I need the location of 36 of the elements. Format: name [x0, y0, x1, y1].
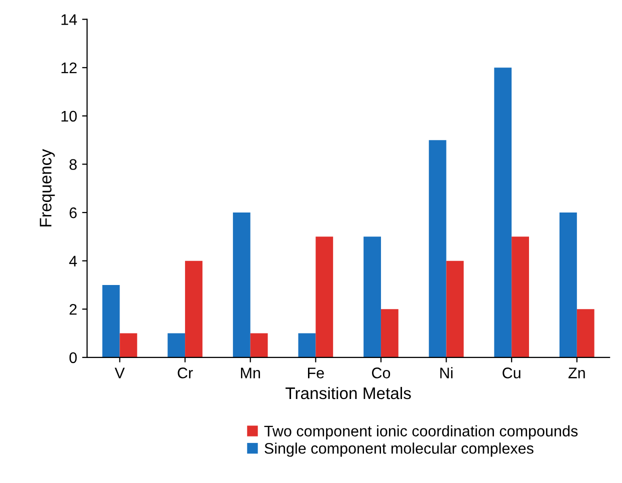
bar — [428, 140, 446, 358]
y-tick-label: 6 — [70, 207, 77, 218]
y-tick-label: 8 — [70, 159, 77, 170]
bar — [120, 333, 138, 358]
bar — [102, 284, 120, 358]
x-axis-title: Transition Metals — [286, 386, 411, 400]
bar — [298, 333, 316, 358]
bar — [168, 333, 186, 358]
x-tick-label: V — [114, 368, 125, 378]
bar — [380, 309, 398, 358]
bar — [512, 236, 530, 358]
y-tick-label: 0 — [69, 352, 77, 364]
y-tick-label: 10 — [62, 110, 77, 122]
bar — [576, 309, 594, 358]
x-tick-label: Cr — [178, 368, 193, 378]
bar — [250, 333, 268, 358]
y-tick-label: 12 — [62, 62, 77, 74]
x-tick-label: Co — [372, 368, 390, 378]
y-tick-label: 4 — [69, 256, 77, 266]
bar — [232, 212, 250, 358]
x-tick-label: Mn — [240, 368, 260, 378]
bar — [559, 212, 577, 358]
legend-label: Two component ionic coordination compounds — [264, 425, 578, 440]
x-tick-label: Cu — [502, 368, 520, 378]
x-tick-label: Fe — [308, 368, 324, 378]
x-tick-label: Zn — [568, 368, 585, 378]
y-axis-title: Frequency — [40, 149, 55, 226]
y-tick-label: 14 — [62, 14, 77, 25]
x-tick-label: Ni — [440, 367, 452, 378]
legend-label: Single component molecular complexes — [264, 442, 534, 457]
bar — [494, 68, 512, 358]
bar — [446, 260, 464, 358]
bar — [185, 260, 202, 358]
bar — [364, 236, 381, 358]
bar — [316, 236, 334, 358]
y-tick-label: 2 — [70, 304, 77, 315]
